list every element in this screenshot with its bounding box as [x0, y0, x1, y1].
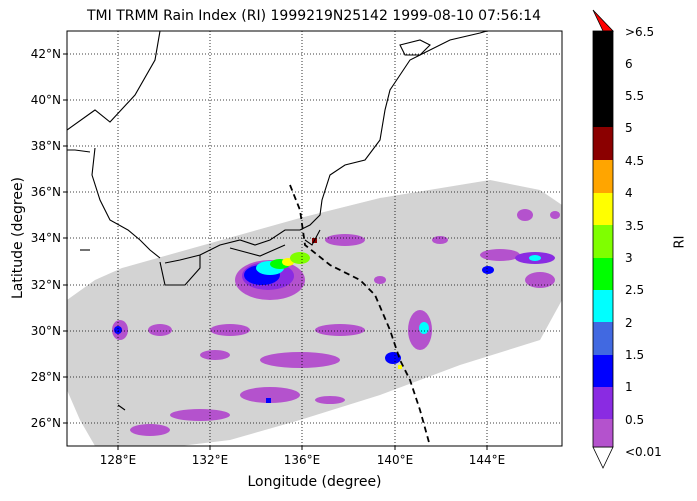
x-tick-label: 128°E [100, 453, 137, 467]
chart-title: TMI TRMM Rain Index (RI) 1999219N25142 1… [86, 8, 542, 24]
y-tick-label: 28°N [31, 370, 61, 384]
satellite-swath [67, 180, 562, 446]
x-axis-labels: 128°E 132°E 136°E 140°E 144°E [100, 453, 506, 467]
colorbar-tick-label: <0.01 [625, 445, 662, 459]
y-axis-title: Latitude (degree) [10, 176, 26, 300]
x-tick-label: 136°E [284, 453, 321, 467]
y-tick-label: 34°N [31, 231, 61, 245]
colorbar-under-arrow [592, 446, 614, 469]
y-tick-label: 32°N [31, 278, 61, 292]
colorbar [592, 9, 614, 469]
y-axis-ticks [63, 53, 67, 424]
colorbar-tick-label: 5.5 [625, 89, 644, 103]
y-tick-label: 40°N [31, 93, 61, 107]
y-tick-label: 42°N [31, 47, 61, 61]
map-plot-area [67, 31, 562, 446]
x-tick-label: 140°E [377, 453, 414, 467]
y-tick-label: 26°N [31, 416, 61, 430]
y-tick-label: 36°N [31, 185, 61, 199]
colorbar-tick-label: 3.5 [625, 219, 644, 233]
colorbar-over-arrow [592, 9, 614, 32]
colorbar-tick-label: 4 [625, 186, 633, 200]
colorbar-tick-label: 4.5 [625, 154, 644, 168]
colorbar-tick-label: 2.5 [625, 283, 644, 297]
x-tick-label: 132°E [192, 453, 229, 467]
gridlines [67, 31, 562, 446]
x-axis-ticks [117, 446, 488, 450]
y-tick-label: 38°N [31, 139, 61, 153]
colorbar-tick-label: >6.5 [625, 25, 654, 39]
colorbar-title: RI [672, 235, 688, 249]
colorbar-tick-label: 6 [625, 57, 633, 71]
y-axis-labels: 26°N 28°N 30°N 32°N 34°N 36°N 38°N 40°N … [31, 47, 61, 430]
x-tick-label: 144°E [469, 453, 506, 467]
colorbar-labels: <0.01 0.5 1 1.5 2 2.5 3 3.5 4 4.5 5 5.5 … [625, 25, 662, 459]
colorbar-tick-label: 0.5 [625, 413, 644, 427]
x-axis-title: Longitude (degree) [247, 474, 382, 490]
rain-patches [112, 209, 560, 436]
colorbar-tick-label: 3 [625, 251, 633, 265]
storm-track [289, 184, 431, 446]
colorbar-tick-label: 2 [625, 316, 633, 330]
colorbar-tick-label: 1.5 [625, 348, 644, 362]
coastlines [67, 31, 488, 411]
colorbar-tick-label: 1 [625, 380, 633, 394]
colorbar-tick-label: 5 [625, 121, 633, 135]
y-tick-label: 30°N [31, 324, 61, 338]
